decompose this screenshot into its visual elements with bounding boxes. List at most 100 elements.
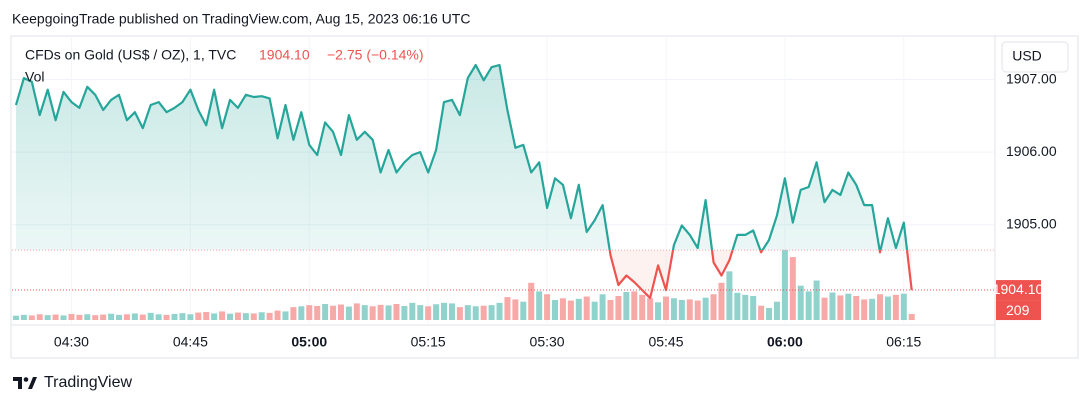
volume-bar xyxy=(884,296,891,320)
volume-bar xyxy=(908,314,915,320)
volume-bar xyxy=(464,305,471,320)
volume-bar xyxy=(36,314,43,320)
volume-bar xyxy=(147,312,154,320)
volume-bar xyxy=(361,305,368,320)
volume-bar xyxy=(805,291,812,320)
volume-bar xyxy=(742,294,749,320)
volume-bar xyxy=(322,303,329,320)
volume-bar xyxy=(655,302,662,320)
volume-bar xyxy=(330,305,337,320)
volume-bar xyxy=(60,315,67,320)
volume-bar xyxy=(813,280,820,320)
last-price-axis-label: 1904.10 xyxy=(993,281,1044,297)
plot: 1905.00 1906.00 1907.00 04:30 04:45 05:00 05:1… xyxy=(12,36,1057,350)
volume-bar xyxy=(662,296,669,320)
currency[interactable]: USD xyxy=(1012,48,1042,64)
volume-bar xyxy=(647,298,654,320)
volume-bar xyxy=(789,257,796,320)
volume-bar xyxy=(211,313,218,320)
volume-bar xyxy=(615,295,622,320)
volume-bar xyxy=(44,315,51,320)
volume-bar xyxy=(853,295,860,320)
volume-bar xyxy=(528,282,535,320)
volume-bar xyxy=(226,313,233,320)
volume-bar xyxy=(821,297,828,320)
brand-name: TradingView xyxy=(44,374,132,391)
volume-bar xyxy=(694,300,701,320)
volume-bar xyxy=(678,299,685,320)
volume-bar xyxy=(306,305,313,320)
volume-bar xyxy=(837,295,844,320)
volume-bar xyxy=(686,299,693,320)
volume-bar xyxy=(441,302,448,320)
volume-bar xyxy=(496,302,503,320)
x-tick-label: 06:15 xyxy=(886,334,921,350)
volume-bar xyxy=(219,311,226,320)
volume-bar xyxy=(337,304,344,320)
volume-bar xyxy=(599,294,606,320)
volume-bar xyxy=(591,301,598,320)
volume-bar xyxy=(607,299,614,320)
volume-bar xyxy=(734,292,741,320)
volume-bar xyxy=(900,293,907,320)
y-tick-label: 1907.00 xyxy=(1006,70,1057,86)
volume-bar xyxy=(758,305,765,320)
volume-bar xyxy=(504,297,511,320)
volume-bar xyxy=(282,311,289,320)
price-change: −2.75 (−0.14%) xyxy=(327,47,424,63)
volume-bar xyxy=(536,291,543,320)
volume-bar xyxy=(266,312,273,320)
volume-bar xyxy=(298,306,305,320)
volume-bar xyxy=(417,305,424,320)
price-line-down xyxy=(608,250,913,300)
volume-bar xyxy=(28,315,35,320)
volume-bar xyxy=(845,293,852,320)
volume-bar xyxy=(139,314,146,320)
last-price-box xyxy=(996,280,1041,301)
volume-bar xyxy=(76,314,83,320)
volume-bar xyxy=(131,313,138,320)
last-price: 1904.10 xyxy=(259,47,310,63)
volume-bar xyxy=(20,314,27,320)
brand-logo xyxy=(13,377,37,389)
volume-bar xyxy=(377,304,384,320)
price-line-up xyxy=(14,63,909,251)
volume-bar xyxy=(797,285,804,320)
volume-bar xyxy=(702,297,709,320)
volume-bar xyxy=(290,307,297,320)
volume-bar xyxy=(623,291,630,320)
volume-bar xyxy=(425,306,432,320)
volume-bar xyxy=(567,300,574,320)
volume-legend: Vol xyxy=(25,69,44,85)
volume-bar xyxy=(575,298,582,320)
volume-bar xyxy=(401,305,408,320)
x-tick-label: 05:00 xyxy=(291,334,327,350)
volume-bar xyxy=(163,314,170,320)
x-tick-label: 04:30 xyxy=(54,334,89,350)
volume-bar xyxy=(892,294,899,320)
x-tick-label: 04:45 xyxy=(173,334,208,350)
volume-bar xyxy=(520,301,527,320)
volume-bar xyxy=(583,296,590,320)
volume-bar xyxy=(369,306,376,320)
volume-bar xyxy=(480,305,487,320)
volume-bar xyxy=(552,299,559,320)
volume-bar xyxy=(409,302,416,320)
volume-bar xyxy=(433,304,440,320)
volume-bar xyxy=(100,314,107,320)
volume-bar xyxy=(861,299,868,320)
volume-bar xyxy=(123,314,130,320)
last-volume-box xyxy=(996,300,1041,321)
volume-bar xyxy=(877,294,884,320)
y-tick-label: 1906.00 xyxy=(1006,143,1057,159)
volume-bar xyxy=(726,271,733,320)
volume-bar xyxy=(92,315,99,320)
area-down xyxy=(609,250,912,298)
volume-bar xyxy=(710,294,717,320)
volume-bar xyxy=(242,313,249,320)
x-tick-label: 05:30 xyxy=(530,334,565,350)
area-up xyxy=(16,65,908,251)
volume-bar xyxy=(718,282,725,320)
currency-button[interactable] xyxy=(1001,41,1069,73)
volume-bar xyxy=(639,294,646,320)
